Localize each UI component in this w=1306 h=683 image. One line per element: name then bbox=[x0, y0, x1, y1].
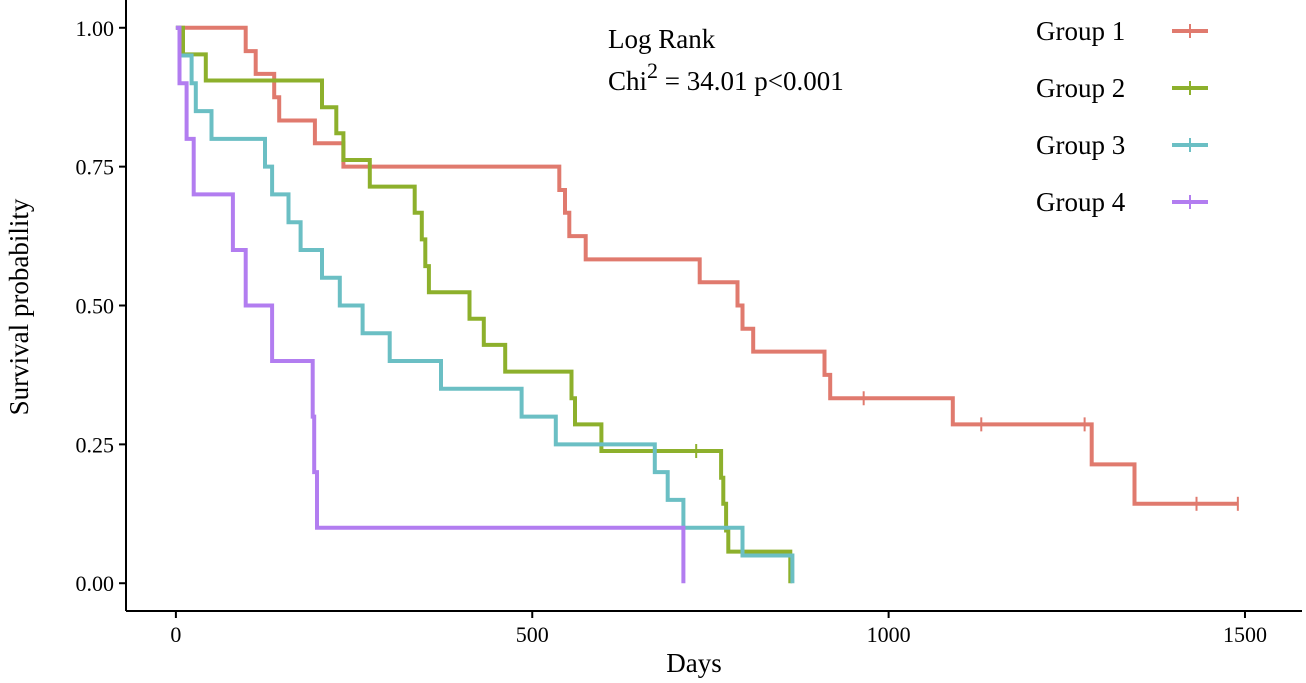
x-axis-ticks: 0 500 1000 1500 bbox=[170, 611, 1267, 647]
y-tick-label: 0.25 bbox=[76, 432, 115, 457]
group-3-survival-curve bbox=[175, 25, 795, 584]
x-tick-label: 1500 bbox=[1223, 622, 1267, 647]
legend-label: Group 2 bbox=[1036, 73, 1125, 103]
annotation-line2: Chi2 = 34.01 p<0.001 bbox=[608, 58, 844, 96]
annotation-superscript: 2 bbox=[647, 58, 658, 83]
legend-item-group-4: Group 4 bbox=[1036, 187, 1208, 217]
x-tick-label: 0 bbox=[170, 622, 181, 647]
y-tick-label: 0.00 bbox=[76, 571, 115, 596]
legend: Group 1 Group 2 Group 3 Group 4 bbox=[1036, 16, 1208, 217]
group-1-survival-curve bbox=[175, 25, 1238, 506]
x-axis-title: Days bbox=[666, 648, 722, 678]
series-layer bbox=[175, 25, 1239, 584]
legend-label: Group 1 bbox=[1036, 16, 1125, 46]
x-tick-label: 1000 bbox=[867, 622, 911, 647]
legend-item-group-2: Group 2 bbox=[1036, 73, 1208, 103]
legend-label: Group 3 bbox=[1036, 130, 1125, 160]
y-tick-label: 1.00 bbox=[76, 16, 115, 41]
group-4-survival-curve bbox=[175, 25, 686, 584]
legend-item-group-1: Group 1 bbox=[1036, 16, 1208, 46]
annotation-chi: Chi bbox=[608, 66, 647, 96]
y-axis-ticks: 0.00 0.25 0.50 0.75 1.00 bbox=[76, 16, 126, 596]
annotation-stat: = 34.01 p<0.001 bbox=[658, 66, 844, 96]
x-tick-label: 500 bbox=[516, 622, 549, 647]
legend-label: Group 4 bbox=[1036, 187, 1126, 217]
annotation-line1: Log Rank bbox=[608, 24, 716, 54]
group-2-survival-curve bbox=[175, 25, 793, 584]
legend-item-group-3: Group 3 bbox=[1036, 130, 1208, 160]
y-tick-label: 0.50 bbox=[76, 294, 115, 319]
y-axis-title: Survival probability bbox=[4, 198, 34, 415]
y-tick-label: 0.75 bbox=[76, 155, 115, 180]
